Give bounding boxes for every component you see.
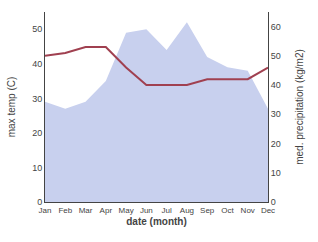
svg-text:30: 30 [32,94,42,104]
svg-text:Apr: Apr [100,206,113,215]
svg-text:Aug: Aug [180,206,194,215]
svg-text:Jan: Jan [39,206,52,215]
svg-text:10: 10 [32,163,42,173]
svg-text:med. precipitation (kg/m2): med. precipitation (kg/m2) [294,49,305,165]
svg-text:50: 50 [32,24,42,34]
svg-text:Sep: Sep [200,206,215,215]
svg-text:date (month): date (month) [126,216,187,227]
svg-text:0: 0 [37,197,42,207]
svg-text:Jun: Jun [140,206,153,215]
svg-text:30: 30 [271,109,281,119]
svg-text:max temp (C): max temp (C) [6,77,17,138]
svg-text:10: 10 [271,168,281,178]
svg-text:0: 0 [271,197,276,207]
svg-text:20: 20 [271,139,281,149]
svg-text:Jul: Jul [162,206,172,215]
svg-text:50: 50 [271,51,281,61]
svg-text:Oct: Oct [221,206,234,215]
svg-text:40: 40 [32,59,42,69]
svg-text:40: 40 [271,80,281,90]
svg-text:Feb: Feb [58,206,72,215]
svg-text:Dec: Dec [261,206,275,215]
svg-text:Nov: Nov [241,206,255,215]
svg-text:May: May [119,206,134,215]
svg-text:20: 20 [32,128,42,138]
svg-text:60: 60 [271,22,281,32]
svg-text:Mar: Mar [79,206,93,215]
